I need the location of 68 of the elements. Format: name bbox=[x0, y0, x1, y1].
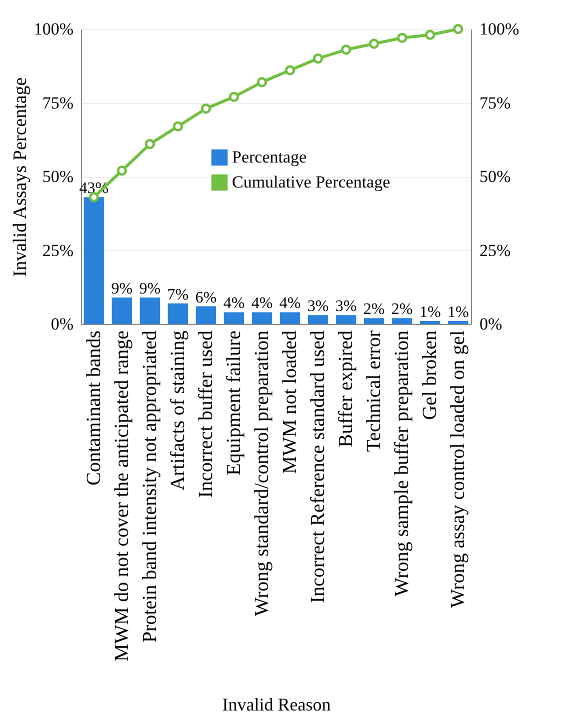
bar bbox=[420, 321, 440, 324]
point bbox=[368, 38, 380, 49]
point bbox=[200, 104, 212, 114]
bar bbox=[392, 318, 412, 324]
x-tick-label: MWM do not cover the anticipated range bbox=[110, 330, 133, 662]
point bbox=[256, 76, 268, 88]
data-label: 6% bbox=[195, 289, 217, 306]
data-label: 1% bbox=[447, 304, 469, 322]
bar bbox=[224, 312, 244, 324]
bar bbox=[112, 297, 132, 324]
x-tick-label: Equipment failure bbox=[222, 330, 245, 476]
point bbox=[116, 165, 128, 176]
x-tick-label: Incorrect buffer used bbox=[194, 330, 217, 498]
data-label: 3% bbox=[335, 298, 357, 316]
x-tick-label: Incorrect Reference standard used bbox=[307, 330, 330, 604]
data-label: 9% bbox=[139, 280, 161, 298]
data-label: 9% bbox=[111, 280, 133, 298]
y-tick-label: 100% bbox=[34, 20, 74, 38]
x-tick-label: Wrong standard/control preparation bbox=[250, 330, 273, 616]
data-label: 7% bbox=[167, 286, 189, 304]
bar bbox=[252, 312, 272, 324]
y2-tick-label: 0% bbox=[480, 314, 502, 334]
x-tick-label: Artifacts of staining bbox=[166, 330, 189, 490]
point bbox=[228, 92, 240, 102]
data-label: 2% bbox=[391, 301, 413, 318]
data-label: 4% bbox=[251, 295, 273, 312]
y-tick-label: 50% bbox=[42, 167, 74, 186]
y-tick-label: 75% bbox=[42, 93, 74, 112]
x-tick-label: Technical error bbox=[363, 330, 386, 452]
x-axis-title: Invalid Reason bbox=[222, 694, 331, 714]
point bbox=[452, 24, 464, 34]
data-label: 4% bbox=[223, 295, 245, 312]
point bbox=[396, 32, 408, 43]
data-label: 1% bbox=[419, 304, 441, 322]
x-tick-label: Wrong assay control loaded on gel bbox=[447, 330, 470, 608]
data-label: 4% bbox=[279, 295, 301, 312]
y-tick-label: 25% bbox=[42, 240, 74, 260]
point bbox=[172, 121, 184, 132]
bar bbox=[168, 303, 188, 324]
x-tick-label: Contaminant bands bbox=[82, 330, 105, 486]
x-tick-label: Wrong sample buffer preparation bbox=[391, 330, 414, 596]
data-label: 3% bbox=[307, 298, 329, 316]
bar bbox=[280, 312, 300, 324]
x-tick-label: MWM not loaded bbox=[279, 330, 302, 474]
point bbox=[340, 44, 352, 55]
legend-label: Percentage bbox=[232, 148, 307, 166]
bar bbox=[308, 315, 328, 324]
bar bbox=[364, 318, 384, 324]
y2-tick-label: 25% bbox=[480, 240, 511, 260]
x-tick-label: Protein band intensity not appropriated bbox=[138, 330, 161, 643]
y-tick-label: 0% bbox=[50, 314, 74, 334]
point bbox=[284, 65, 296, 76]
y2-tick-label: 75% bbox=[480, 93, 511, 112]
y-axis-title: Invalid Assays Percentage bbox=[10, 77, 31, 277]
bar bbox=[196, 306, 216, 324]
y2-tick-label: 100% bbox=[480, 20, 520, 38]
point bbox=[424, 30, 436, 40]
point bbox=[312, 53, 324, 64]
x-tick-label: Gel broken bbox=[419, 330, 442, 420]
point bbox=[144, 138, 156, 150]
bar bbox=[140, 297, 160, 324]
bar bbox=[84, 197, 104, 324]
bar bbox=[336, 315, 356, 324]
x-tick-label: Buffer expired bbox=[335, 330, 358, 448]
data-label: 2% bbox=[363, 301, 385, 318]
bar bbox=[448, 321, 468, 324]
legend-label: Cumulative Percentage bbox=[232, 172, 390, 192]
y2-tick-label: 50% bbox=[480, 167, 511, 186]
